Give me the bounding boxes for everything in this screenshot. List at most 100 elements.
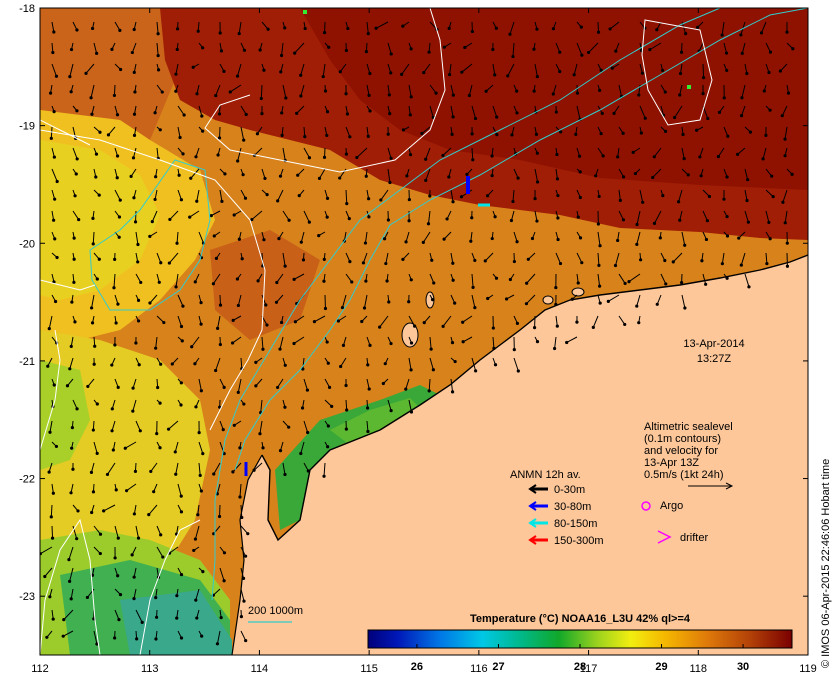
velocity-arrow bbox=[90, 84, 95, 98]
velocity-arrow-head bbox=[154, 346, 158, 350]
velocity-arrow-head bbox=[194, 598, 198, 602]
velocity-arrow bbox=[554, 336, 557, 349]
velocity-arrow-head bbox=[340, 305, 345, 310]
velocity-arrow bbox=[636, 231, 641, 245]
velocity-arrow-head bbox=[509, 218, 514, 223]
velocity-arrow-head bbox=[745, 198, 749, 203]
velocity-arrow bbox=[566, 336, 578, 343]
velocity-arrow bbox=[484, 252, 494, 262]
velocity-arrow-head bbox=[232, 423, 236, 427]
velocity-arrow-head bbox=[84, 71, 88, 75]
velocity-arrow-head bbox=[408, 113, 412, 117]
velocity-arrow-head bbox=[409, 278, 413, 282]
velocity-arrow-head bbox=[148, 234, 152, 239]
velocity-arrow-head bbox=[664, 282, 668, 286]
velocity-arrow bbox=[198, 378, 202, 391]
velocity-arrow-head bbox=[648, 48, 652, 52]
velocity-arrow-head bbox=[494, 276, 499, 280]
velocity-arrow-head bbox=[346, 26, 350, 31]
velocity-arrow bbox=[135, 420, 141, 432]
velocity-arrow bbox=[156, 546, 164, 558]
velocity-arrow bbox=[765, 210, 770, 223]
velocity-arrow-head bbox=[558, 69, 562, 74]
y-tick-label: -20 bbox=[19, 238, 35, 250]
velocity-arrow-head bbox=[651, 175, 655, 180]
x-tick-label: 117 bbox=[580, 663, 598, 675]
velocity-arrow-head bbox=[243, 554, 248, 558]
x-tick-label: 114 bbox=[251, 663, 269, 675]
velocity-arrow-head bbox=[77, 217, 81, 222]
velocity-arrow bbox=[237, 294, 242, 306]
velocity-arrow-head bbox=[490, 174, 494, 178]
velocity-arrow bbox=[194, 525, 200, 540]
velocity-arrow-head bbox=[771, 195, 775, 199]
velocity-arrow-head bbox=[90, 510, 94, 515]
velocity-arrow-head bbox=[768, 237, 772, 241]
velocity-arrow-head bbox=[111, 448, 115, 452]
velocity-arrow-head bbox=[136, 298, 141, 302]
velocity-arrow-head bbox=[175, 47, 179, 52]
y-tick-label: -18 bbox=[19, 3, 35, 15]
velocity-arrow-head bbox=[68, 367, 72, 371]
velocity-arrow bbox=[277, 189, 284, 202]
velocity-arrow-head bbox=[254, 384, 258, 388]
velocity-arrow-head bbox=[299, 94, 303, 98]
velocity-arrow-head bbox=[323, 306, 328, 311]
velocity-arrow bbox=[189, 210, 200, 218]
velocity-arrow-head bbox=[173, 450, 177, 454]
argo-label: Argo bbox=[660, 500, 683, 512]
velocity-arrow-head bbox=[179, 636, 184, 640]
velocity-arrow-head bbox=[551, 27, 555, 31]
velocity-arrow-head bbox=[355, 155, 359, 160]
velocity-arrow-head bbox=[52, 218, 56, 222]
velocity-arrow-head bbox=[678, 218, 682, 222]
velocity-arrow-head bbox=[785, 241, 789, 245]
velocity-arrow bbox=[364, 231, 368, 244]
velocity-arrow-head bbox=[621, 131, 625, 135]
velocity-arrow bbox=[781, 105, 788, 116]
velocity-arrow bbox=[260, 84, 263, 99]
velocity-arrow-head bbox=[555, 152, 559, 157]
velocity-arrow-head bbox=[780, 114, 784, 118]
velocity-arrow bbox=[103, 504, 116, 512]
velocity-arrow-head bbox=[94, 175, 98, 179]
velocity-arrow-head bbox=[258, 432, 262, 436]
velocity-arrow-head bbox=[174, 285, 178, 289]
velocity-arrow-head bbox=[424, 178, 428, 182]
velocity-arrow-head bbox=[116, 302, 120, 306]
velocity-arrow-head bbox=[97, 193, 101, 197]
velocity-arrow bbox=[131, 42, 137, 53]
velocity-arrow-head bbox=[684, 32, 688, 36]
velocity-arrow bbox=[281, 42, 284, 56]
velocity-arrow-head bbox=[768, 108, 772, 112]
velocity-arrow bbox=[114, 525, 119, 539]
velocity-arrow-head bbox=[325, 110, 330, 114]
velocity-arrow-head bbox=[515, 89, 519, 93]
velocity-arrow-head bbox=[152, 490, 156, 494]
velocity-arrow-head bbox=[149, 469, 153, 474]
velocity-arrow-head bbox=[695, 25, 700, 29]
velocity-arrow-head bbox=[241, 173, 245, 177]
velocity-arrow bbox=[636, 210, 641, 225]
velocity-arrow-head bbox=[384, 261, 388, 266]
velocity-arrow bbox=[175, 63, 179, 75]
velocity-arrow-head bbox=[364, 279, 368, 283]
velocity-arrow-head bbox=[132, 196, 136, 200]
velocity-arrow bbox=[744, 63, 748, 74]
velocity-arrow-head bbox=[451, 278, 455, 282]
velocity-arrow-head bbox=[551, 92, 555, 96]
velocity-arrow bbox=[70, 588, 74, 599]
sealevel-line-2: (0.1m contours) bbox=[644, 433, 721, 445]
velocity-arrow-head bbox=[767, 220, 771, 225]
velocity-arrow-head bbox=[136, 319, 141, 323]
velocity-arrow-head bbox=[683, 243, 687, 247]
velocity-arrow-head bbox=[179, 198, 184, 202]
velocity-arrow-head bbox=[199, 300, 203, 305]
velocity-arrow bbox=[91, 294, 95, 309]
velocity-arrow bbox=[784, 126, 788, 140]
velocity-arrow-head bbox=[378, 325, 382, 329]
velocity-arrow-head bbox=[158, 128, 162, 132]
velocity-arrow-head bbox=[555, 324, 559, 328]
velocity-arrow-head bbox=[453, 301, 457, 305]
velocity-arrow-head bbox=[147, 513, 151, 517]
